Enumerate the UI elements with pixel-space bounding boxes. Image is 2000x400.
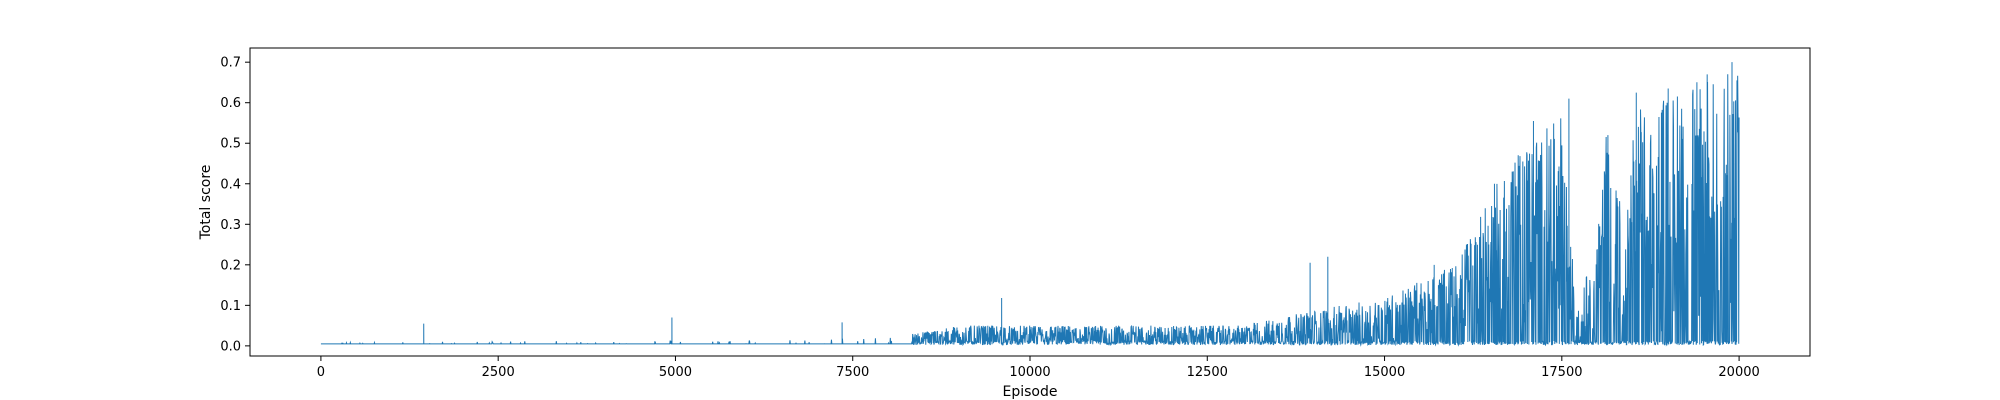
y-tick-label: 0.4 [220,177,241,192]
y-axis: 0.0 0.1 0.2 0.3 0.4 0.5 0.6 0.7 [220,56,250,354]
plot-area [320,62,1740,347]
y-tick-label: 0.6 [220,96,241,111]
y-tick-label: 0.0 [220,339,241,354]
y-tick-label: 0.3 [220,218,241,233]
series-line-total-score [320,62,1740,347]
x-tick-label: 20000 [1718,365,1759,380]
x-tick-label: 10000 [1009,365,1050,380]
y-axis-title: Total score [198,165,214,241]
x-tick-label: 7500 [836,365,869,380]
x-tick-label: 5000 [659,365,692,380]
x-tick-label: 17500 [1541,365,1582,380]
x-tick-label: 0 [317,365,325,380]
y-tick-label: 0.2 [220,258,241,273]
y-tick-label: 0.7 [220,56,241,71]
y-tick-label: 0.5 [220,137,241,152]
x-tick-label: 12500 [1187,365,1228,380]
x-axis: 0 2500 5000 7500 10000 12500 15000 17500 20000 [317,356,1760,380]
x-tick-label: 15000 [1364,365,1405,380]
x-tick-label: 2500 [482,365,515,380]
x-axis-title: Episode [1003,384,1058,400]
y-tick-label: 0.1 [220,299,241,314]
